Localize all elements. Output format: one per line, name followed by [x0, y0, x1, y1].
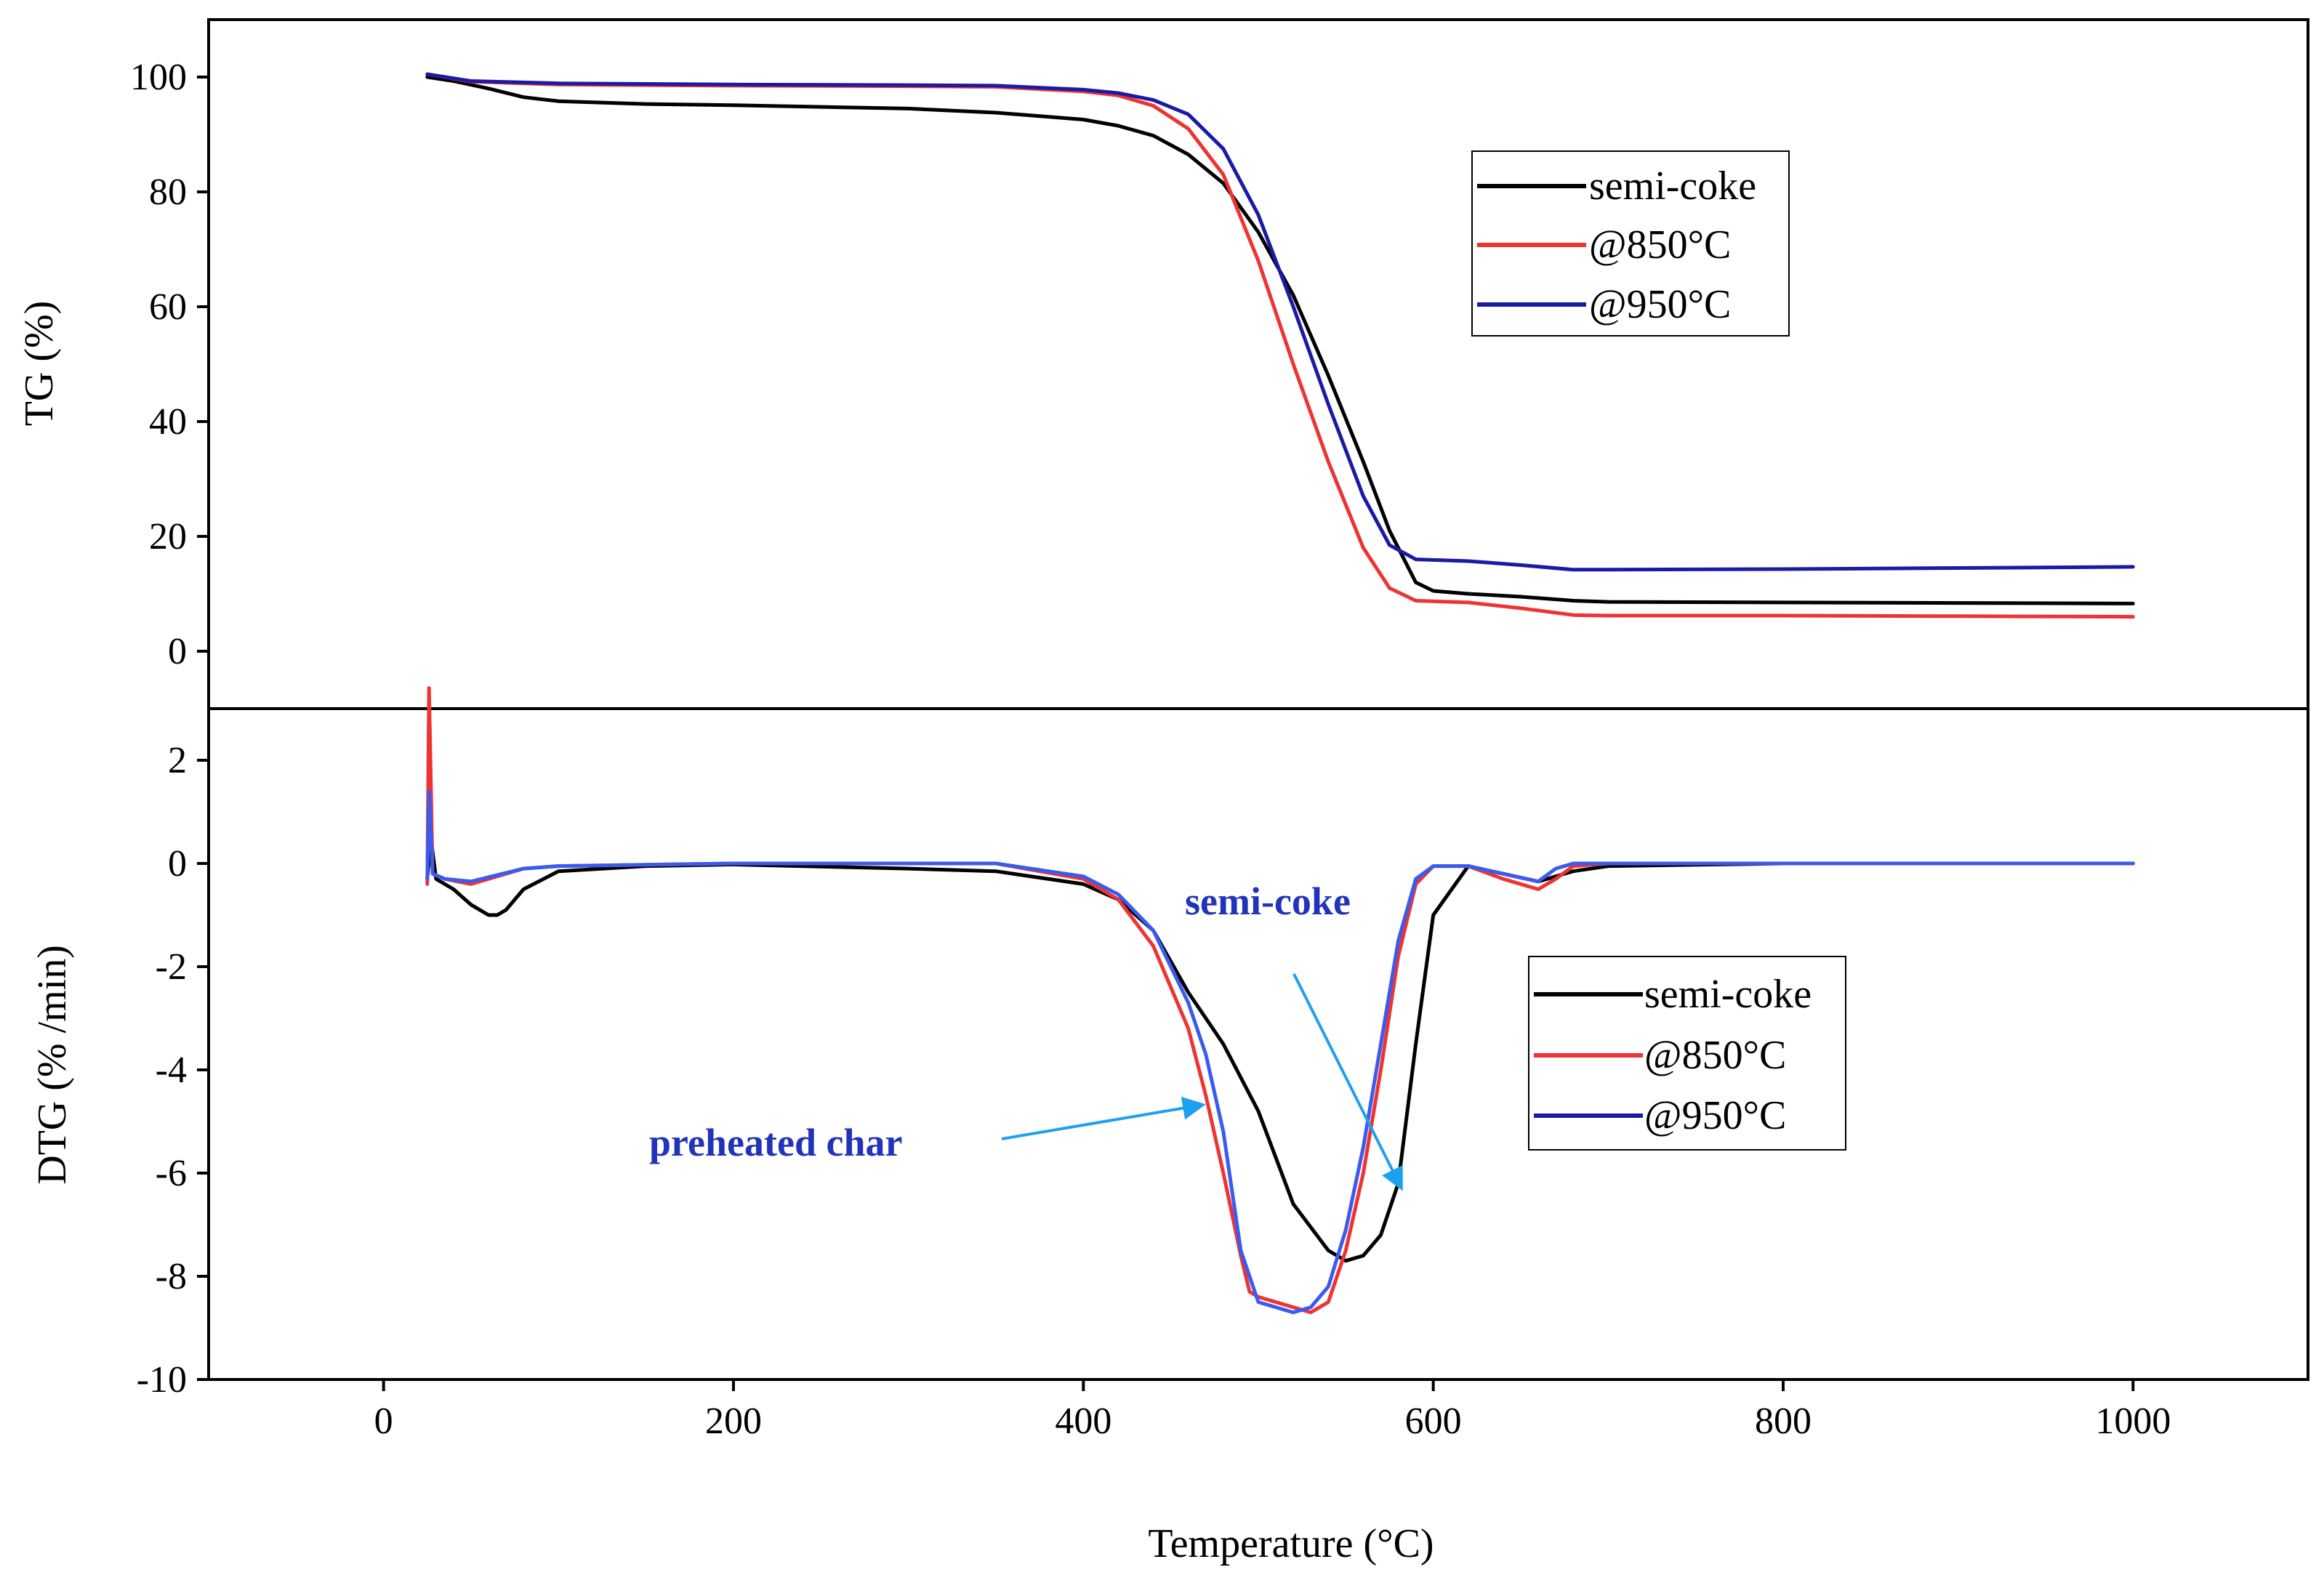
- bottom-y-axis-title: DTG (% /min): [30, 945, 75, 1185]
- tg-line-950-c: [425, 72, 2135, 572]
- annotation-semi-coke-arrow: [1292, 973, 1403, 1191]
- annotation-preheated-char: preheated char: [649, 1121, 902, 1164]
- top-legend-label-850: @850°C: [1589, 222, 1731, 267]
- x-tick-label: 400: [1055, 1401, 1111, 1442]
- bottom-y-tick-label: -4: [156, 1050, 187, 1091]
- top-legend-label-semi-coke: semi-coke: [1589, 164, 1756, 209]
- top-y-tick-label: 60: [149, 286, 187, 328]
- annotation-preheated-char-arrow: [1001, 1096, 1206, 1140]
- tg-line-semi-coke: [425, 75, 2135, 605]
- dtg-line-850-c: [425, 686, 2135, 1315]
- bottom-y-tick-label: -2: [156, 946, 187, 988]
- bottom-y-tick-label: 0: [168, 843, 187, 885]
- x-tick-label: 1000: [2095, 1401, 2171, 1442]
- bottom-series-group: [425, 686, 2135, 1315]
- bottom-legend: semi-coke @850°C @950°C: [1528, 956, 1846, 1151]
- x-tick-label: 0: [374, 1401, 393, 1442]
- bottom-y-tick-label: -10: [137, 1359, 187, 1401]
- x-ticks: 0 200 400 600 800 1000: [374, 1379, 2171, 1442]
- top-y-ticks: 0 20 40 60 80 100: [130, 57, 209, 672]
- bottom-y-tick-label: 2: [168, 740, 187, 781]
- top-y-tick-label: 80: [149, 172, 187, 213]
- dtg-line-950-c: [425, 789, 2135, 1315]
- top-y-tick-label: 40: [149, 401, 187, 443]
- top-legend-label-950: @950°C: [1589, 282, 1731, 327]
- bottom-y-ticks: -10 -8 -6 -4 -2 0 2: [137, 740, 209, 1401]
- bottom-legend-label-semi-coke: semi-coke: [1644, 972, 1812, 1017]
- bottom-y-tick-label: -8: [156, 1256, 187, 1297]
- bottom-y-tick-label: -6: [156, 1153, 187, 1194]
- tg-line-850-c: [425, 72, 2135, 619]
- top-series-group: [425, 72, 2135, 619]
- top-y-axis-title: TG (%): [17, 301, 62, 427]
- x-axis-title: Temperature (°C): [1148, 1521, 1434, 1566]
- x-tick-label: 200: [705, 1401, 762, 1442]
- top-y-tick-label: 100: [130, 57, 187, 98]
- bottom-legend-label-950: @950°C: [1644, 1093, 1786, 1138]
- x-tick-label: 600: [1405, 1401, 1462, 1442]
- annotation-semi-coke: semi-coke: [1185, 879, 1351, 923]
- plot-frame: [207, 18, 2309, 1381]
- top-y-tick-label: 0: [168, 631, 187, 672]
- top-legend: semi-coke @850°C @950°C: [1471, 150, 1790, 337]
- bottom-legend-label-850: @850°C: [1644, 1033, 1786, 1078]
- top-y-tick-label: 20: [149, 516, 187, 557]
- x-tick-label: 800: [1755, 1401, 1812, 1442]
